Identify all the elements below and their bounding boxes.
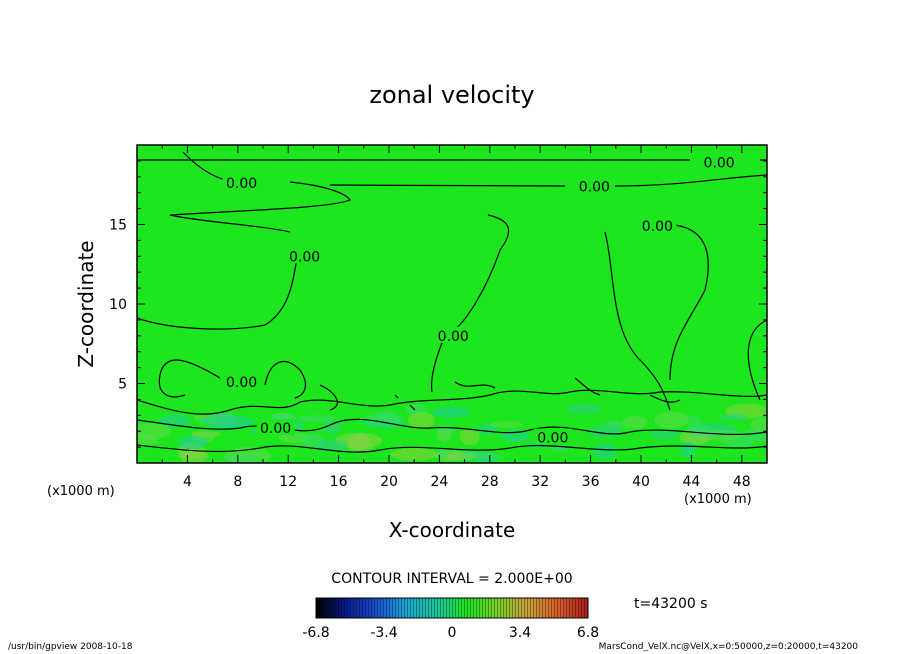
contour-label: 0.00 — [579, 179, 610, 195]
footer-right: MarsCond_VelX.nc@VelX,x=0:50000,z=0:2000… — [599, 642, 859, 652]
x-unit-left: (x1000 m) — [47, 484, 115, 499]
y-tick-label: 15 — [109, 218, 127, 234]
contour-label: 0.00 — [438, 329, 469, 345]
contour-label-bg — [575, 177, 614, 194]
texture-blob — [390, 448, 438, 461]
texture-blob — [739, 428, 767, 442]
contour-label: 0.00 — [537, 431, 568, 447]
contour-line — [169, 151, 767, 233]
texture-blob — [750, 417, 767, 432]
contour-label: 0.00 — [704, 155, 735, 171]
contour-interval-label: CONTOUR INTERVAL = 2.000E+00 — [331, 571, 572, 587]
contour-label-bg — [434, 326, 473, 343]
texture-blob — [222, 454, 259, 462]
contour-label-bg — [700, 153, 739, 170]
texture-blob — [490, 421, 523, 429]
footer-left: /usr/bin/gpview 2008-10-18 — [8, 642, 133, 652]
contour-line — [137, 257, 298, 330]
texture-blob — [565, 404, 602, 415]
contour-label-bg — [285, 247, 324, 264]
colorbar-tick-label: -6.8 — [302, 625, 329, 641]
texture-blob — [592, 443, 618, 460]
contour-line — [264, 360, 307, 399]
time-label: t=43200 s — [634, 596, 708, 612]
colorbar-stripes — [316, 598, 588, 618]
texture-blob — [462, 451, 493, 460]
contour-line — [319, 377, 681, 411]
x-tick-label: 28 — [481, 474, 499, 490]
contour-line — [747, 319, 767, 401]
texture-blob — [679, 441, 696, 458]
x-tick-label: 32 — [531, 474, 549, 490]
colorbar-tick-labels: -6.8 -3.4 0 3.4 6.8 — [302, 625, 599, 641]
contour-line — [158, 359, 221, 398]
x-tick-label: 8 — [233, 474, 242, 490]
x-tick-label: 36 — [582, 474, 600, 490]
texture-blob — [435, 428, 452, 442]
texture-blob — [323, 420, 342, 434]
contour-label: 0.00 — [642, 219, 673, 235]
chart-title: zonal velocity — [369, 81, 534, 109]
texture-blob — [297, 415, 335, 422]
texture-blob — [407, 412, 435, 430]
colorbar-tick-label: -3.4 — [370, 625, 397, 641]
texture-blob — [654, 411, 689, 429]
contour-lines — [137, 151, 767, 453]
texture-blob — [622, 415, 648, 429]
x-tick-label: 12 — [279, 474, 297, 490]
contour-label-bg — [222, 174, 261, 191]
contour-line — [137, 389, 767, 415]
colorbar-tick-label: 0 — [448, 625, 457, 641]
texture-blob — [588, 424, 622, 439]
contour-line — [604, 231, 671, 411]
y-tick-label: 10 — [109, 297, 127, 313]
texture-blob — [159, 414, 191, 427]
contour-label-bg — [256, 419, 295, 436]
x-tick-label: 40 — [632, 474, 650, 490]
contour-line — [137, 418, 767, 435]
contour-labels: 0.00 0.00 0.00 0.00 0.00 0.00 0.00 0.00 0.00 — [222, 153, 739, 447]
texture-blob — [137, 422, 172, 439]
texture-blob — [204, 412, 239, 431]
contour-line — [669, 224, 709, 381]
y-tick-label: 5 — [118, 377, 127, 393]
contour-label: 0.00 — [226, 375, 257, 391]
contour-label: 0.00 — [260, 421, 291, 437]
x-tick-label: 24 — [430, 474, 448, 490]
texture-blob — [684, 416, 702, 427]
texture-blob — [432, 406, 471, 418]
x-unit-right: (x1000 m) — [684, 492, 752, 507]
texture-blob — [697, 429, 742, 441]
axis-ticks — [137, 145, 768, 463]
x-tick-label: 4 — [183, 474, 192, 490]
x-tick-label: 20 — [380, 474, 398, 490]
texture-blob — [718, 413, 748, 421]
colorbar-tick-label: 3.4 — [509, 625, 531, 641]
contour-label-bg — [638, 217, 677, 234]
contour-label-bg — [222, 372, 261, 389]
contour-label: 0.00 — [226, 176, 257, 192]
y-axis-title: Z-coordinate — [74, 240, 98, 367]
texture-blob — [459, 428, 480, 446]
texture-blob — [177, 435, 208, 450]
texture-blob — [650, 430, 681, 440]
texture-blob — [375, 410, 397, 422]
x-tick-label: 16 — [330, 474, 348, 490]
contour-line — [137, 444, 767, 453]
x-axis-title: X-coordinate — [389, 518, 516, 542]
contour-line — [430, 214, 510, 393]
contour-label-bg — [533, 428, 572, 445]
x-tick-label: 48 — [733, 474, 751, 490]
colorbar-frame — [315, 597, 589, 619]
x-tick-label: 44 — [682, 474, 700, 490]
colorbar-tick-label: 6.8 — [577, 625, 599, 641]
contour-label: 0.00 — [289, 249, 320, 265]
